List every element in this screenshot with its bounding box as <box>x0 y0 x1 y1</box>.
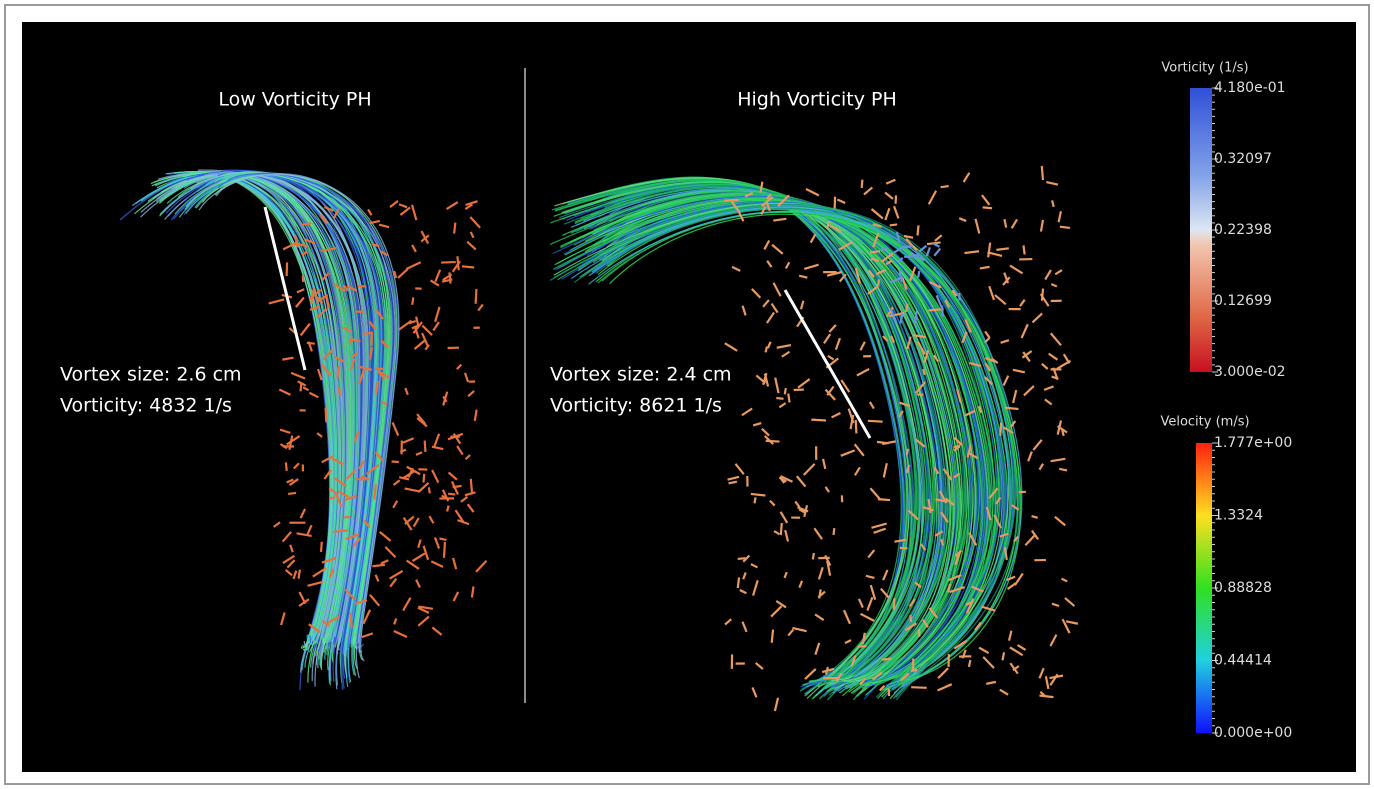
arrow <box>321 542 322 552</box>
arrow <box>1024 245 1025 254</box>
colorbar-tick-label: 0.44414 <box>1214 653 1272 669</box>
arrow <box>425 441 426 452</box>
arrow <box>868 421 883 422</box>
colorbar-tick-label: 4.180e-01 <box>1214 80 1286 96</box>
colorbar-title: Velocity (m/s) <box>1160 415 1249 430</box>
arrow <box>444 542 445 558</box>
arrow <box>890 224 897 225</box>
arrow <box>942 306 943 317</box>
arrow <box>476 289 477 304</box>
arrow <box>813 553 814 559</box>
arrow <box>429 487 430 493</box>
arrow <box>448 494 455 495</box>
arrow <box>286 462 287 471</box>
arrow <box>471 479 472 493</box>
arrow <box>910 615 911 622</box>
colorbar-tick-label: 0.88828 <box>1214 580 1272 596</box>
arrow <box>811 420 826 421</box>
arrow <box>441 262 456 263</box>
figure: Low Vorticity PH High Vorticity PH Vorte… <box>0 0 1374 789</box>
arrow <box>870 251 880 252</box>
arrow <box>301 223 311 224</box>
arrow <box>307 343 315 344</box>
arrow <box>299 570 300 579</box>
arrow <box>439 538 446 539</box>
arrow <box>918 271 919 278</box>
arrow <box>288 493 296 494</box>
colorbar-tick-label: 0.22398 <box>1214 222 1272 238</box>
panel-title: High Vorticity PH <box>737 89 897 111</box>
arrow <box>457 256 458 270</box>
arrow <box>1000 423 1001 436</box>
arrow <box>906 304 908 312</box>
arrow <box>772 630 773 643</box>
colorbar <box>1196 443 1212 733</box>
colorbar-tick-label: 3.000e-02 <box>1214 364 1286 380</box>
arrow <box>462 266 474 267</box>
colorbar-tick-label: 1.3324 <box>1214 508 1263 524</box>
arrow <box>766 441 780 442</box>
arrow <box>1042 166 1043 180</box>
arrow <box>917 225 918 235</box>
arrow <box>877 442 889 443</box>
arrow <box>738 578 739 588</box>
arrow <box>372 565 384 567</box>
arrow <box>894 598 895 609</box>
annotation: Vortex size: 2.6 cm <box>60 364 242 386</box>
arrow <box>1003 652 1004 660</box>
colorbar-tick-label: 1.777e+00 <box>1214 435 1292 451</box>
arrow <box>329 497 335 498</box>
arrow <box>754 497 755 503</box>
arrow <box>983 207 992 208</box>
arrow <box>941 186 949 187</box>
colorbar <box>1190 88 1212 372</box>
annotation: Vorticity: 4832 1/s <box>60 395 232 417</box>
arrow <box>1042 289 1043 301</box>
colorbar-title: Vorticity (1/s) <box>1161 61 1248 76</box>
arrow <box>1060 227 1070 228</box>
arrow <box>862 180 863 188</box>
arrow <box>911 687 926 688</box>
colorbar-tick-label: 0.12699 <box>1214 293 1272 309</box>
arrow <box>781 523 782 535</box>
arrow <box>351 613 352 628</box>
arrow <box>326 408 327 423</box>
panel-title: Low Vorticity PH <box>218 89 371 111</box>
page: Low Vorticity PH High Vorticity PH Vorte… <box>0 0 1374 789</box>
colorbar-tick-label: 0.32097 <box>1214 151 1272 167</box>
arrow <box>980 267 990 269</box>
arrow <box>454 223 455 234</box>
arrow <box>923 369 924 375</box>
arrow <box>392 462 399 463</box>
arrow <box>882 659 892 660</box>
arrow <box>729 482 737 484</box>
arrow <box>423 474 424 483</box>
arrow <box>724 200 738 201</box>
arrow <box>856 420 857 434</box>
arrow <box>776 398 783 399</box>
arrow <box>363 333 372 334</box>
arrow <box>878 279 879 286</box>
arrow <box>907 449 908 455</box>
annotation: Vorticity: 8621 1/s <box>550 395 722 417</box>
arrow <box>834 528 835 535</box>
arrow <box>472 586 474 597</box>
arrow <box>338 366 340 379</box>
arrow <box>969 660 971 667</box>
annotation: Vortex size: 2.4 cm <box>550 364 732 386</box>
arrow <box>333 530 348 531</box>
arrow <box>766 347 768 353</box>
arrow <box>738 558 746 559</box>
arrow <box>788 394 789 403</box>
arrow <box>858 646 866 647</box>
arrow <box>1005 408 1019 409</box>
arrow <box>301 383 302 392</box>
arrow <box>785 388 786 394</box>
colorbar-tick-label: 0.000e+00 <box>1214 725 1292 741</box>
arrow <box>447 506 449 512</box>
arrow <box>941 539 943 545</box>
arrow <box>412 297 413 304</box>
